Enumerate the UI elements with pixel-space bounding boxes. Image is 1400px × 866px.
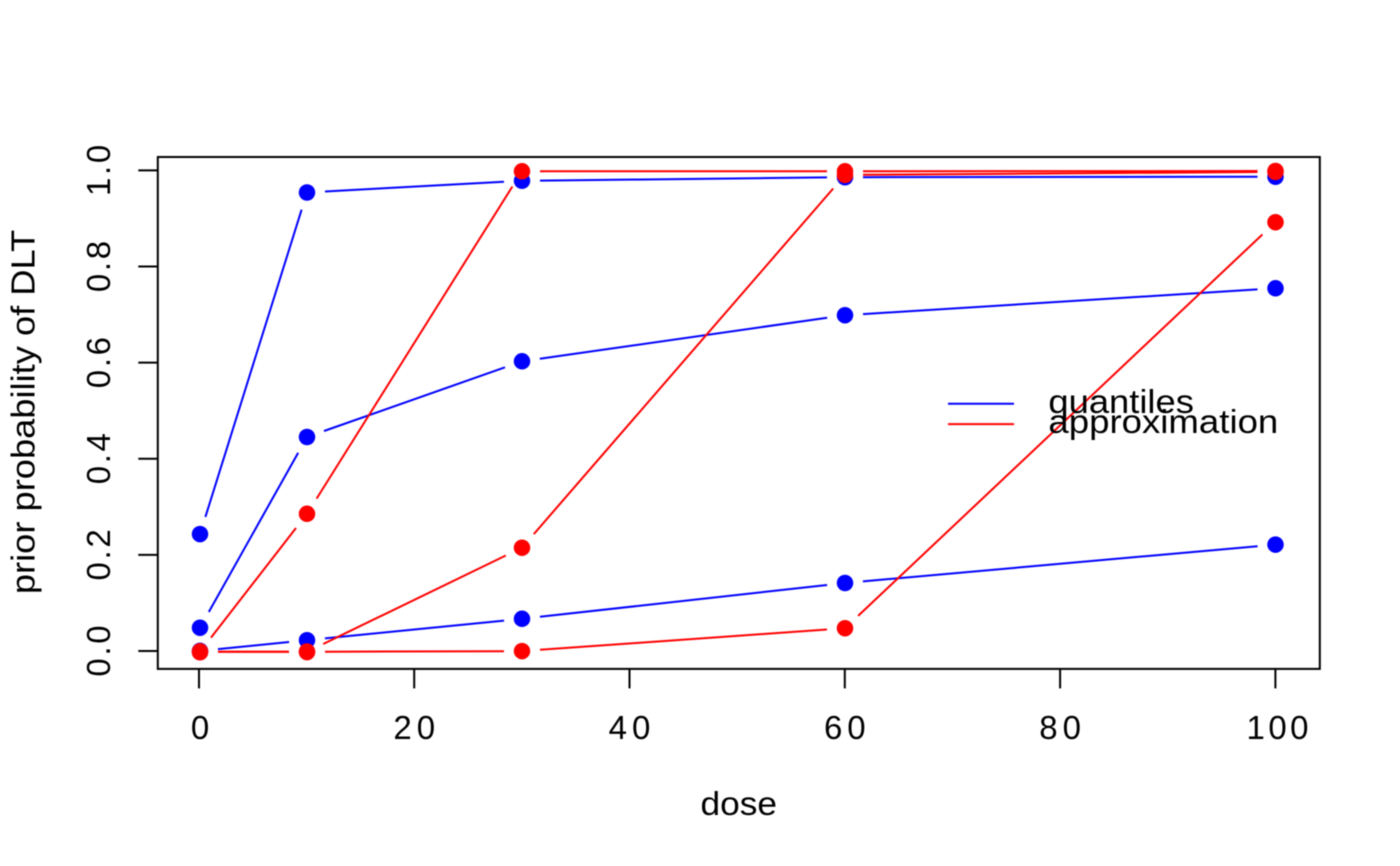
svg-text:1.0: 1.0 xyxy=(80,145,117,196)
svg-text:prior probability of DLT: prior probability of DLT xyxy=(5,230,42,594)
svg-text:dose: dose xyxy=(701,785,778,822)
svg-text:approximation: approximation xyxy=(1048,403,1278,440)
svg-text:0.0: 0.0 xyxy=(80,625,117,676)
svg-text:0.6: 0.6 xyxy=(80,337,117,388)
svg-text:0.8: 0.8 xyxy=(80,241,117,292)
svg-text:0.2: 0.2 xyxy=(80,529,117,580)
svg-text:0.4: 0.4 xyxy=(80,433,117,484)
svg-text:quantiles: quantiles xyxy=(1048,383,1194,420)
svg-text:100: 100 xyxy=(1247,709,1309,746)
svg-text:0: 0 xyxy=(191,709,209,746)
